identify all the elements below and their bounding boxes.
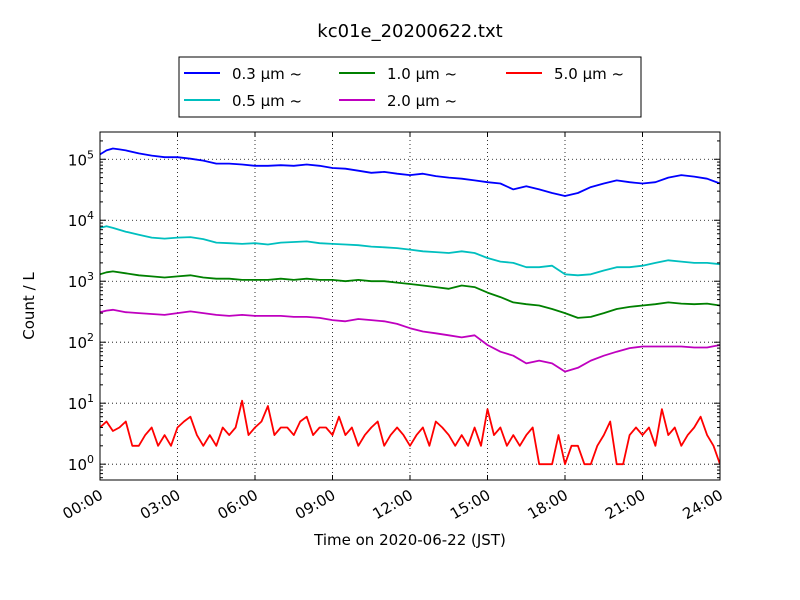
legend-box — [178, 56, 642, 118]
legend-label: 2.0 µm ~ — [387, 92, 457, 110]
series-layer — [100, 147, 720, 466]
legend: 0.3 µm ~ 1.0 µm ~ 5.0 µm ~ 0.5 µm ~ 2.0 µm ~ — [178, 56, 642, 118]
y-tick-label: 101 — [68, 392, 94, 413]
series-line-4 — [100, 399, 720, 466]
y-tick-label: 103 — [68, 270, 94, 291]
legend-label: 0.3 µm ~ — [232, 65, 302, 83]
y-tick-label: 104 — [68, 209, 94, 230]
y-tick-label: 102 — [68, 331, 94, 352]
legend-label: 5.0 µm ~ — [554, 65, 624, 83]
legend-label: 0.5 µm ~ — [232, 92, 302, 110]
series-line-3 — [100, 308, 720, 373]
series-line-2 — [100, 270, 720, 319]
series-line-0 — [100, 147, 720, 197]
x-axis-label: Time on 2020-06-22 (JST) — [313, 531, 506, 549]
legend-label: 1.0 µm ~ — [387, 65, 457, 83]
series-line-1 — [100, 225, 720, 277]
y-tick-label: 105 — [68, 148, 94, 169]
chart-title: kc01e_20200622.txt — [317, 21, 502, 42]
y-axis-label: Count / L — [20, 272, 38, 340]
y-tick-label: 100 — [68, 453, 94, 474]
